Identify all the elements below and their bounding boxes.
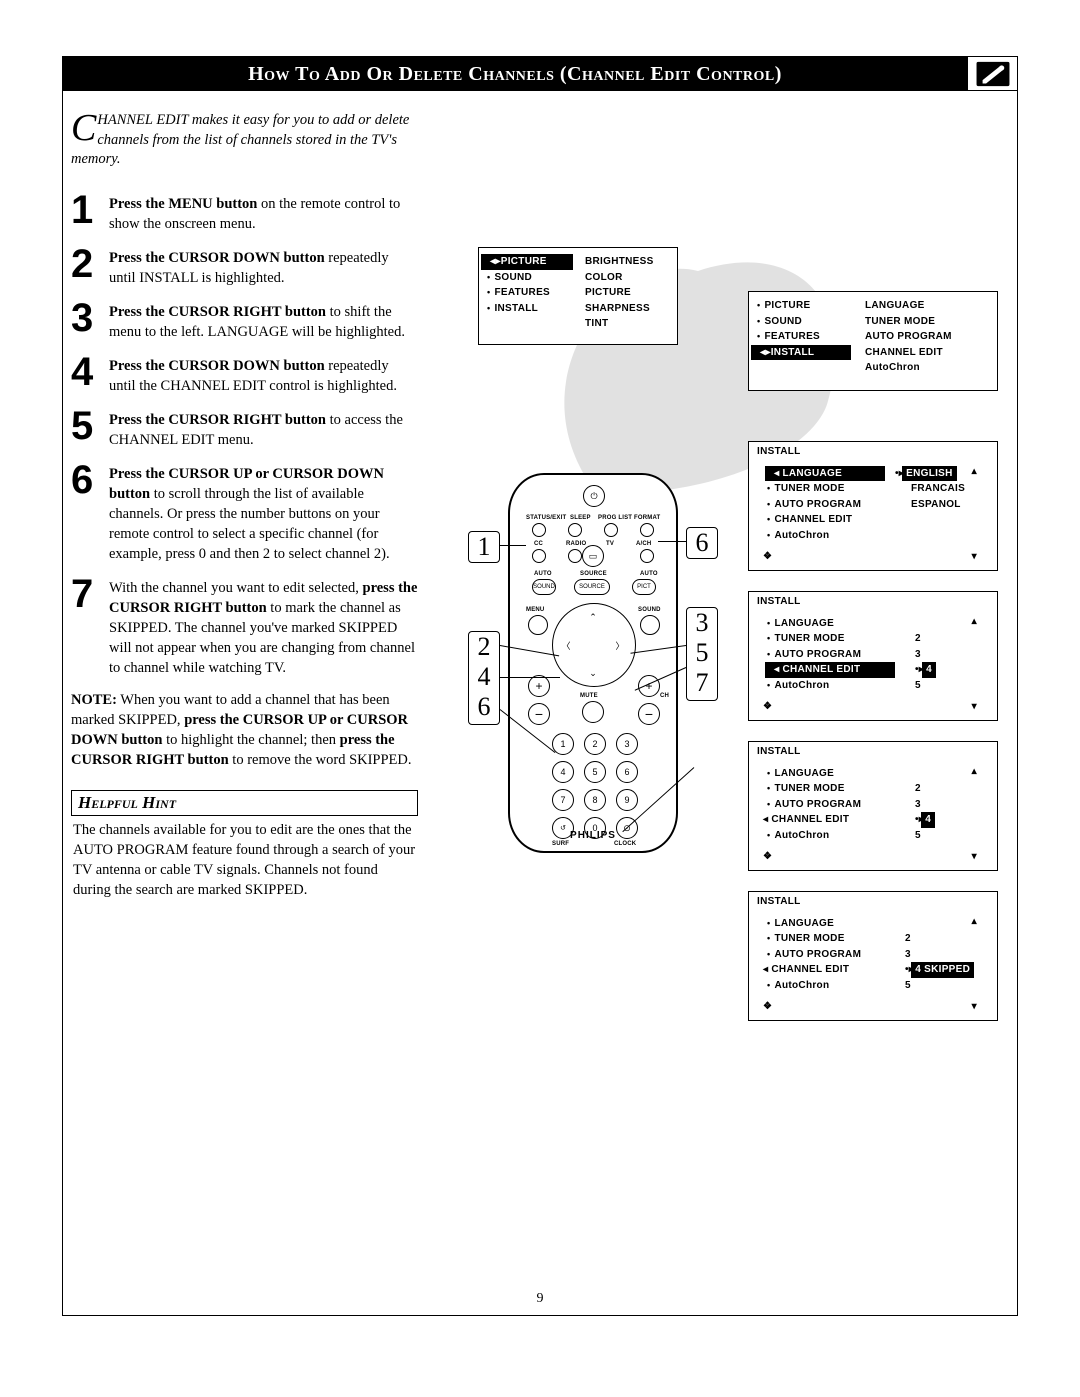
dropcap: C — [71, 111, 97, 144]
caller-left-1: 1 — [468, 531, 500, 563]
caller-right-group: 3 5 7 — [686, 607, 718, 701]
step-text: Press the CURSOR RIGHT button to access … — [109, 408, 418, 450]
menu-button — [528, 615, 548, 635]
step-number: 6 — [71, 462, 109, 564]
num-8-button: 8 — [584, 789, 606, 811]
step-5: 5 Press the CURSOR RIGHT button to acces… — [71, 408, 418, 450]
left-column: C HANNEL EDIT makes it easy for you to a… — [63, 91, 428, 912]
step-number: 5 — [71, 408, 109, 450]
step-4: 4 Press the CURSOR DOWN button repeatedl… — [71, 354, 418, 396]
step-text: Press the CURSOR UP or CURSOR DOWN butto… — [109, 462, 418, 564]
hint-title: Helpful Hint — [71, 790, 418, 816]
title-bar: How To Add Or Delete Channels (Channel E… — [63, 57, 1017, 91]
cursor-down-button: ⌄ — [583, 663, 603, 683]
step-text: Press the CURSOR DOWN button repeatedly … — [109, 354, 418, 396]
step-7: 7 With the channel you want to edit sele… — [71, 576, 418, 678]
osd-panel-2: PICTURELANGUAGE SOUNDTUNER MODE FEATURES… — [748, 291, 998, 391]
step-number: 4 — [71, 354, 109, 396]
page-title: How To Add Or Delete Channels (Channel E… — [63, 57, 967, 91]
page-number: 9 — [63, 1291, 1017, 1307]
caller-left-group: 2 4 6 — [468, 631, 500, 725]
diagram: ◂▸PICTUREBRIGHTNESS SOUNDCOLOR FEATURESP… — [458, 231, 998, 1191]
num-4-button: 4 — [552, 761, 574, 783]
content: C HANNEL EDIT makes it easy for you to a… — [63, 91, 1017, 912]
step-number: 7 — [71, 576, 109, 678]
right-column: ◂▸PICTUREBRIGHTNESS SOUNDCOLOR FEATURESP… — [428, 91, 1017, 912]
caller-right-1: 6 — [686, 527, 718, 559]
cursor-left-button: 〈 — [556, 635, 576, 655]
num-7-button: 7 — [552, 789, 574, 811]
hint-body: The channels available for you to edit a… — [71, 816, 418, 902]
num-3-button: 3 — [616, 733, 638, 755]
step-6: 6 Press the CURSOR UP or CURSOR DOWN but… — [71, 462, 418, 564]
step-text: Press the CURSOR RIGHT button to shift t… — [109, 300, 418, 342]
note-text: NOTE: When you want to add a channel tha… — [71, 690, 418, 770]
osd-panel-1: ◂▸PICTUREBRIGHTNESS SOUNDCOLOR FEATURESP… — [478, 247, 678, 345]
power-button: ⏻ — [583, 485, 605, 507]
step-text: Press the CURSOR DOWN button repeatedly … — [109, 246, 418, 288]
pencil-icon — [967, 57, 1017, 91]
brand-label: PHILIPS — [510, 830, 676, 841]
intro-text: C HANNEL EDIT makes it easy for you to a… — [71, 111, 418, 170]
steps-list: 1 Press the MENU button on the remote co… — [71, 192, 418, 678]
step-number: 2 — [71, 246, 109, 288]
osd-panel-4: INSTALL LANGUAGE TUNER MODE2 AUTO PROGRA… — [748, 591, 998, 721]
num-9-button: 9 — [616, 789, 638, 811]
num-6-button: 6 — [616, 761, 638, 783]
step-3: 3 Press the CURSOR RIGHT button to shift… — [71, 300, 418, 342]
step-1: 1 Press the MENU button on the remote co… — [71, 192, 418, 234]
step-text: Press the MENU button on the remote cont… — [109, 192, 418, 234]
osd-panel-3: INSTALL ◂ LANGUAGE•▸ENGLISH TUNER MODEFR… — [748, 441, 998, 571]
manual-page: How To Add Or Delete Channels (Channel E… — [62, 56, 1018, 1316]
tv-button: ▭ — [582, 545, 604, 567]
osd-panel-5: INSTALL LANGUAGE TUNER MODE2 AUTO PROGRA… — [748, 741, 998, 871]
cursor-right-button: 〉 — [610, 635, 630, 655]
num-2-button: 2 — [584, 733, 606, 755]
osd-panel-6: INSTALL LANGUAGE TUNER MODE2 AUTO PROGRA… — [748, 891, 998, 1021]
remote-control: ⏻ STATUS/EXIT SLEEP PROG LIST FORMAT CC … — [508, 473, 678, 853]
step-number: 3 — [71, 300, 109, 342]
intro-body: HANNEL EDIT makes it easy for you to add… — [71, 112, 409, 167]
cursor-up-button: ⌃ — [583, 607, 603, 627]
num-5-button: 5 — [584, 761, 606, 783]
step-text: With the channel you want to edit select… — [109, 576, 418, 678]
step-number: 1 — [71, 192, 109, 234]
step-2: 2 Press the CURSOR DOWN button repeatedl… — [71, 246, 418, 288]
